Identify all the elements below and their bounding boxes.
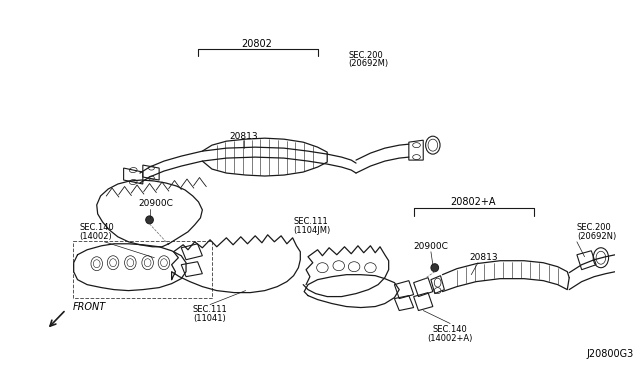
- Text: (11041): (11041): [194, 314, 227, 323]
- Text: SEC.140: SEC.140: [79, 223, 114, 232]
- Text: 20813: 20813: [469, 253, 498, 262]
- Text: 20813: 20813: [229, 132, 258, 141]
- Text: (14002): (14002): [79, 232, 112, 241]
- Text: 20900C: 20900C: [138, 199, 173, 208]
- Text: SEC.200: SEC.200: [577, 223, 612, 232]
- Circle shape: [146, 216, 154, 224]
- Text: (14002+A): (14002+A): [428, 334, 473, 343]
- Text: SEC.140: SEC.140: [433, 325, 467, 334]
- Text: (1104JM): (1104JM): [294, 226, 331, 235]
- Text: SEC.111: SEC.111: [294, 217, 328, 227]
- Text: (20692N): (20692N): [577, 232, 616, 241]
- Text: 20900C: 20900C: [413, 242, 449, 251]
- Text: 20802: 20802: [242, 39, 273, 48]
- Text: 20802+A: 20802+A: [451, 197, 496, 207]
- Text: SEC.200: SEC.200: [348, 51, 383, 60]
- Circle shape: [431, 264, 438, 272]
- Text: J20800G3: J20800G3: [586, 349, 634, 359]
- Text: (20692M): (20692M): [348, 59, 388, 68]
- Text: FRONT: FRONT: [73, 302, 106, 311]
- Text: SEC.111: SEC.111: [193, 305, 227, 314]
